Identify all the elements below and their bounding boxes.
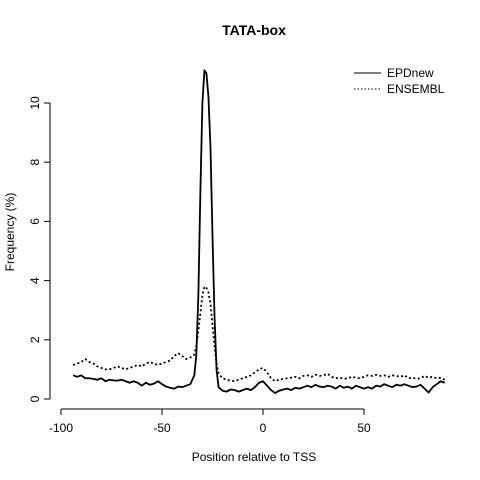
x-axis-ticks: -100 -50 0 50: [49, 409, 371, 435]
x-tick-label: 50: [357, 421, 371, 435]
x-tick-label: 0: [260, 421, 267, 435]
y-tick-label: 6: [28, 218, 42, 225]
y-tick-label: 0: [28, 395, 42, 402]
legend-label-epdnew: EPDnew: [387, 66, 434, 80]
y-tick-label: 2: [28, 336, 42, 343]
chart-title: TATA-box: [222, 22, 286, 38]
series-line-ensembl: [72, 285, 446, 383]
plot-area: [72, 69, 446, 394]
y-tick-label: 8: [28, 159, 42, 166]
legend: EPDnew ENSEMBL: [354, 66, 445, 96]
y-tick-label: 10: [28, 96, 42, 110]
y-axis-label: Frequency (%): [3, 193, 17, 272]
y-axis-ticks: 0 2 4 6 8 10: [28, 96, 50, 402]
x-axis-label: Position relative to TSS: [192, 450, 317, 464]
x-tick-label: -50: [153, 421, 171, 435]
series-line-epdnew: [72, 69, 446, 394]
y-tick-label: 4: [28, 277, 42, 284]
legend-label-ensembl: ENSEMBL: [387, 82, 445, 96]
x-tick-label: -100: [49, 421, 73, 435]
